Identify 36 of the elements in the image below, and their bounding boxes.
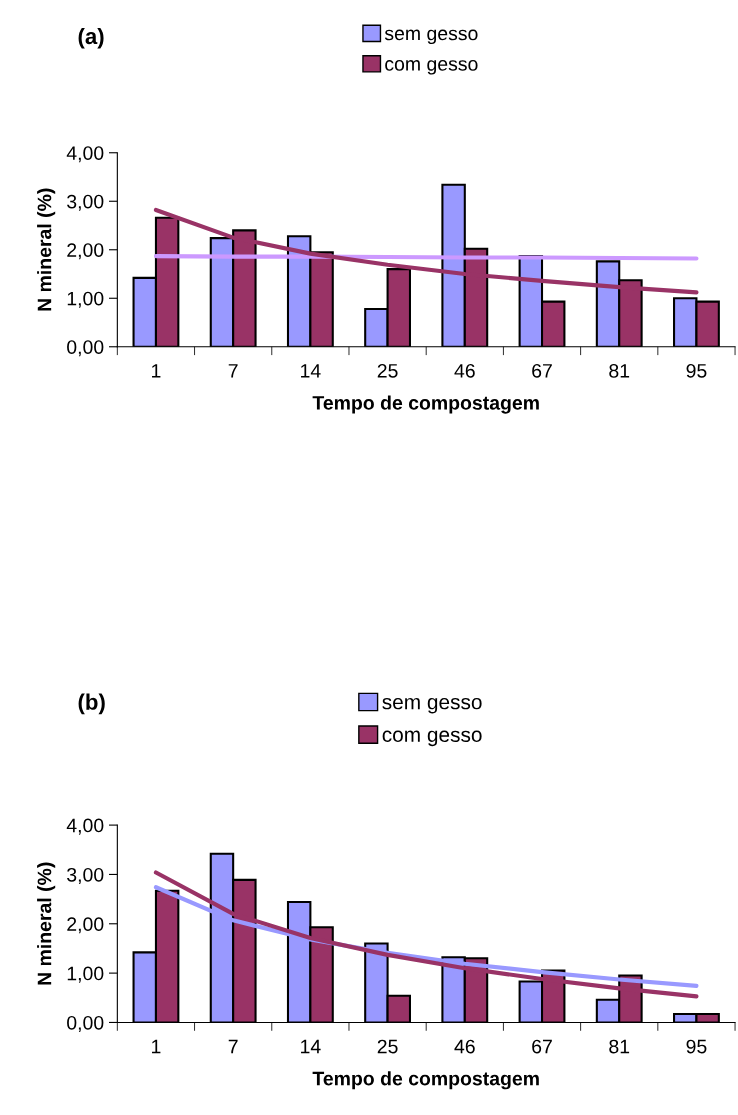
y-tick-label: 3,00 bbox=[67, 867, 104, 884]
x-tick-label: 67 bbox=[532, 1039, 552, 1054]
chart-title: (b) bbox=[78, 693, 105, 715]
x-tick-label: 95 bbox=[686, 1039, 707, 1054]
x-tick-label: 81 bbox=[609, 1039, 630, 1054]
x-tick-label: 7 bbox=[228, 364, 238, 378]
y-tick-label: 0,00 bbox=[67, 1015, 104, 1032]
y-tick-label: 4,00 bbox=[66, 146, 104, 163]
legend-label: com gesso bbox=[382, 730, 482, 747]
y-tick-label: 3,00 bbox=[67, 194, 104, 211]
x-tick-label: 14 bbox=[301, 364, 321, 378]
x-tick-label: 1 bbox=[152, 1039, 161, 1054]
x-tick-label: 81 bbox=[609, 363, 630, 378]
y-axis-title: N mineral (%) bbox=[37, 188, 56, 311]
x-tick-label: 7 bbox=[228, 1039, 238, 1054]
x-tick-label: 46 bbox=[454, 1039, 475, 1054]
x-tick-label: 46 bbox=[454, 363, 475, 378]
legend-label: sem gesso bbox=[382, 697, 482, 714]
legend-label: sem gesso bbox=[384, 29, 478, 45]
x-axis-title: Tempo de compostagem bbox=[312, 395, 539, 414]
x-tick-label: 1 bbox=[152, 364, 161, 378]
y-tick-label: 1,00 bbox=[67, 291, 104, 308]
x-tick-label: 14 bbox=[301, 1039, 321, 1054]
x-tick-label: 25 bbox=[377, 1039, 398, 1054]
y-tick-label: 2,00 bbox=[67, 243, 104, 260]
y-tick-label: 2,00 bbox=[67, 917, 104, 934]
x-tick-label: 95 bbox=[686, 363, 707, 378]
chart-title: (a) bbox=[78, 27, 104, 49]
x-axis-title: Tempo de compostagem bbox=[312, 1071, 539, 1090]
y-tick-label: 0,00 bbox=[67, 340, 104, 357]
y-tick-label: 1,00 bbox=[67, 966, 104, 983]
y-tick-label: 4,00 bbox=[66, 818, 104, 835]
x-tick-label: 25 bbox=[377, 363, 398, 378]
x-tick-label: 67 bbox=[532, 363, 552, 378]
legend-label: com gesso bbox=[385, 60, 478, 75]
y-axis-title: N mineral (%) bbox=[37, 862, 56, 985]
